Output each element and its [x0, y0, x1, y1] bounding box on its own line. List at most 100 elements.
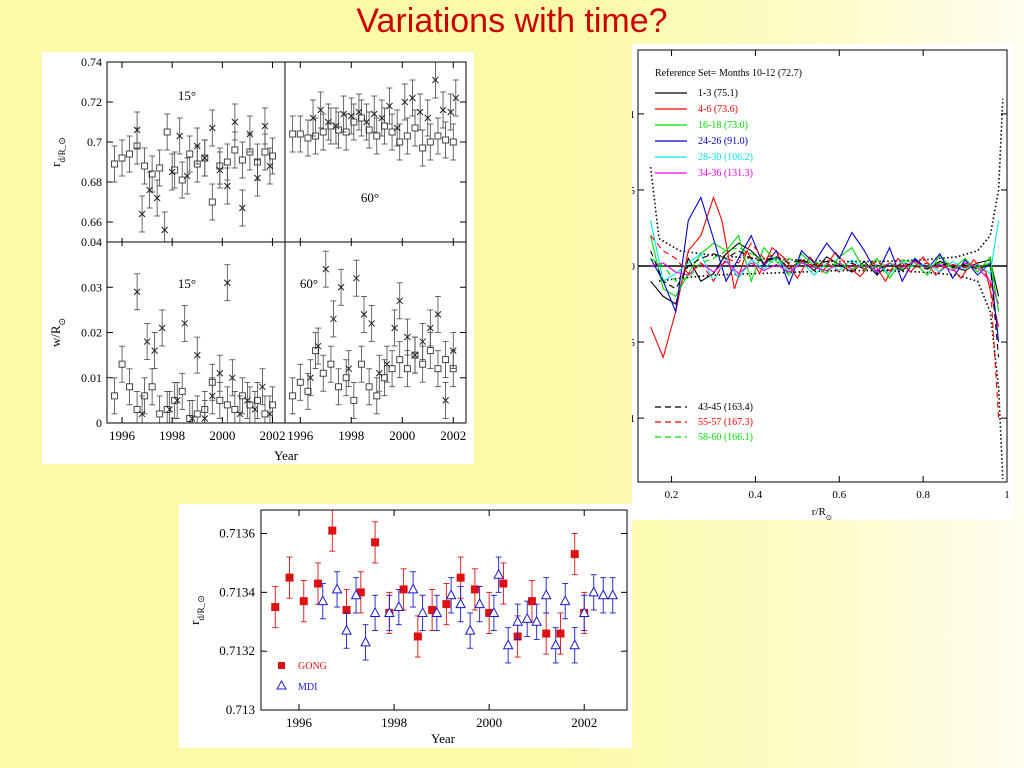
square-point	[148, 170, 156, 178]
cross-point	[188, 415, 196, 422]
cross-point	[419, 338, 427, 345]
y-axis-label: rd/R_⊙	[48, 137, 67, 167]
cross-point	[173, 397, 181, 404]
x-tick-label: 2000	[476, 715, 502, 730]
error-envelope-lower	[658, 269, 1004, 480]
square-point	[296, 130, 304, 138]
mdi-point	[360, 636, 371, 647]
square-point	[434, 132, 442, 140]
cross-point	[133, 288, 141, 296]
square-point	[380, 122, 388, 130]
x-axis-label: Year	[431, 731, 456, 746]
gong-point	[342, 606, 351, 614]
mdi-point	[597, 589, 609, 600]
square-point	[426, 347, 434, 355]
y-tick-label: 0.74	[81, 55, 102, 69]
mdi-point	[350, 589, 362, 600]
legend-label: 28-30 (106.2)	[698, 152, 753, 163]
cross-point	[409, 94, 416, 102]
right-figure: 0.001 0.0005 0 -0.0005 -0.001 0.2 0.4 0.6 0.8 1 Re…	[632, 44, 1013, 520]
series-line	[650, 234, 1000, 312]
cross-point	[208, 392, 216, 400]
cross-point	[151, 347, 158, 354]
y-tick-label: -0.001	[632, 413, 635, 425]
y-tick-label: 0.01	[81, 371, 102, 385]
legend-mdi-marker	[276, 679, 287, 690]
y-tick-label: 0.001	[632, 109, 635, 121]
cross-point	[426, 324, 434, 332]
cross-point	[404, 333, 411, 341]
square-point	[148, 383, 156, 391]
left-chart: 0.66 0.68 0.7 0.72 0.74 15° 60° rd/R_⊙ 0 0.01 0.02…	[48, 55, 467, 463]
square-point	[296, 378, 304, 386]
cross-point	[360, 311, 368, 318]
cross-point	[138, 210, 146, 218]
x-tick-label: 0.2	[665, 489, 679, 501]
cross-point	[391, 324, 398, 332]
cross-point	[216, 166, 224, 174]
square-point	[261, 148, 269, 156]
gong-point	[413, 632, 422, 641]
slide-title: Variations with time?	[356, 2, 668, 40]
series-line	[650, 260, 1000, 305]
square-point	[319, 128, 327, 136]
panel-annotation: 15°	[178, 88, 196, 103]
square-point	[304, 387, 312, 395]
cross-point	[416, 108, 424, 116]
gong-point	[527, 597, 536, 606]
mdi-point	[393, 600, 405, 612]
cross-point	[246, 130, 254, 138]
y-tick-label: 0.0005	[632, 185, 636, 197]
plot-frame	[637, 49, 1008, 483]
cross-point	[317, 106, 325, 114]
cross-point	[363, 118, 370, 126]
square-point	[388, 128, 396, 136]
x-tick-label: 2002	[440, 428, 466, 443]
x-tick-label: 1998	[338, 428, 364, 443]
square-point	[163, 128, 171, 136]
mdi-point	[474, 598, 485, 609]
bottom-chart: 0.713 0.7132 0.7134 0.7136 1996 1998 2000 2002 r…	[187, 509, 628, 746]
bottom-figure: 0.713 0.7132 0.7134 0.7136 1996 1998 2000 2002 r…	[179, 504, 632, 748]
square-point	[111, 160, 118, 168]
square-point	[156, 410, 164, 418]
cross-point	[216, 369, 224, 377]
cross-point	[228, 374, 236, 382]
mdi-point	[512, 615, 524, 626]
square-point	[312, 347, 320, 355]
cross-point	[266, 410, 274, 418]
square-point	[434, 365, 442, 373]
cross-point	[314, 342, 322, 350]
cross-point	[386, 102, 393, 110]
square-point	[380, 374, 388, 382]
x-tick-label: 0.4	[749, 489, 763, 501]
x-tick-label: 1998	[159, 428, 185, 443]
y-tick-label: 0.02	[81, 326, 102, 340]
square-point	[358, 114, 365, 122]
gong-point	[485, 608, 494, 617]
mdi-point	[502, 639, 514, 650]
mdi-point	[540, 589, 552, 600]
cross-point	[223, 182, 231, 190]
cross-point	[138, 410, 146, 418]
square-point	[246, 401, 254, 409]
series-line	[650, 220, 1000, 283]
cross-point	[158, 324, 166, 332]
square-point	[319, 369, 327, 377]
square-point	[335, 383, 342, 391]
mdi-point	[531, 615, 543, 626]
mdi-point	[521, 612, 533, 623]
legend-label: 4-6 (73.6)	[698, 104, 738, 115]
cross-point	[133, 126, 141, 134]
x-tick-label: 1996	[286, 715, 313, 730]
legend-label: 43-45 (163.4)	[698, 402, 753, 413]
cross-point	[231, 118, 239, 126]
cross-point	[324, 118, 332, 126]
mdi-point	[317, 595, 329, 606]
series-line	[650, 195, 1000, 359]
gong-point	[371, 538, 380, 547]
y-tick-label: 0.713	[226, 702, 255, 717]
square-point	[133, 405, 141, 413]
square-point	[126, 383, 134, 391]
x-tick-label: 2002	[259, 428, 285, 443]
